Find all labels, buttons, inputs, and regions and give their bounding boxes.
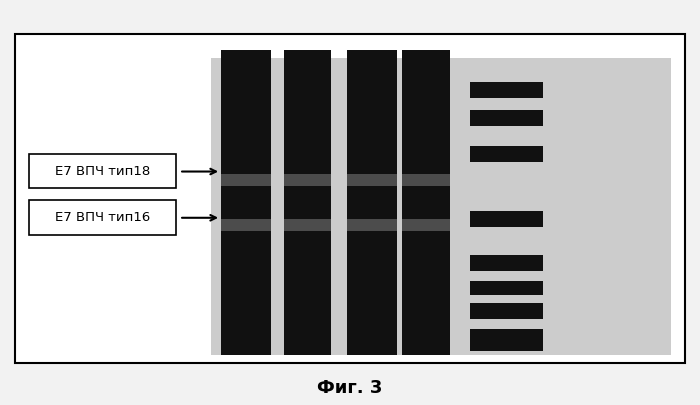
Bar — [221, 174, 271, 186]
Bar — [470, 303, 543, 319]
Bar — [470, 110, 543, 126]
Bar — [346, 174, 397, 186]
Bar — [29, 154, 176, 188]
Bar — [284, 174, 331, 186]
Bar — [284, 219, 331, 231]
Bar — [402, 50, 449, 355]
Bar — [470, 146, 543, 162]
Text: Фиг. 3: Фиг. 3 — [317, 379, 383, 396]
Bar — [470, 82, 543, 98]
Bar — [29, 200, 176, 234]
Bar — [470, 58, 557, 355]
Bar — [470, 211, 543, 227]
Bar — [221, 219, 271, 231]
Bar — [211, 58, 671, 355]
Bar — [470, 281, 543, 295]
Text: Е7 ВПЧ тип16: Е7 ВПЧ тип16 — [55, 211, 150, 224]
Bar — [402, 174, 449, 186]
Text: Е7 ВПЧ тип18: Е7 ВПЧ тип18 — [55, 165, 150, 178]
Bar — [470, 329, 543, 351]
Bar — [221, 50, 271, 355]
Bar — [284, 50, 331, 355]
Bar — [346, 50, 397, 355]
Bar — [346, 219, 397, 231]
Bar — [15, 34, 685, 363]
Bar — [402, 219, 449, 231]
Bar — [470, 255, 543, 271]
